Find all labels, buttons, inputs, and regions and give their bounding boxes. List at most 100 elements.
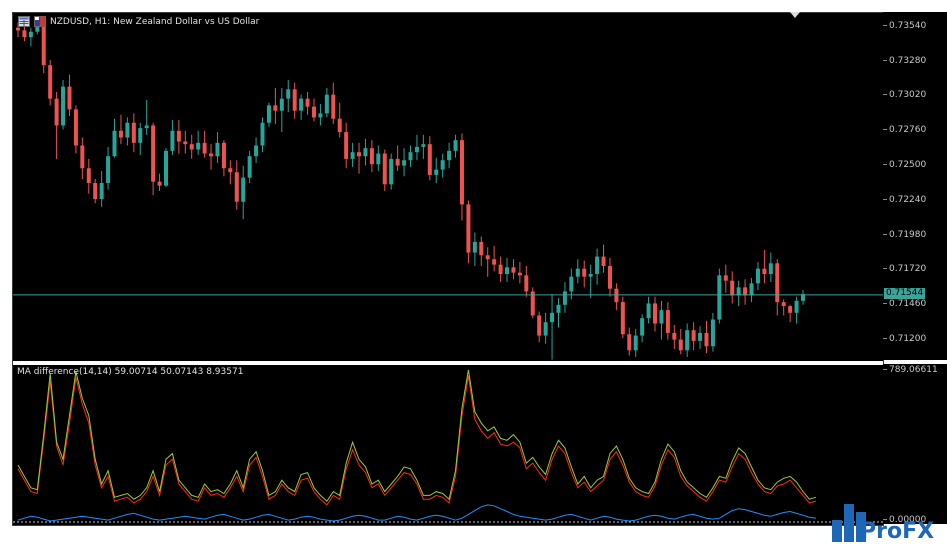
price-tick-label: 0.71460 xyxy=(883,299,926,309)
candle-body xyxy=(41,21,46,66)
candle xyxy=(395,145,400,171)
candle xyxy=(331,82,336,125)
candle-body xyxy=(730,280,735,296)
candle-body xyxy=(99,182,104,200)
candle-body xyxy=(678,339,683,351)
candle xyxy=(86,158,91,194)
chart-title: NZDUSD, H1: New Zealand Dollar vs US Dol… xyxy=(50,16,260,27)
candle-body xyxy=(215,142,220,157)
candle-body xyxy=(331,94,336,119)
candle xyxy=(369,140,374,173)
candle xyxy=(492,245,497,272)
chart-window[interactable] xyxy=(12,12,884,526)
one-click-trading-icon[interactable] xyxy=(18,16,30,27)
candle-body xyxy=(524,275,529,292)
candle xyxy=(144,100,149,135)
candle-body xyxy=(48,65,53,99)
candle-body xyxy=(67,86,72,110)
price-pane[interactable] xyxy=(13,13,883,361)
candle-body xyxy=(640,318,645,336)
candle-body xyxy=(228,168,233,173)
indicator-line-2 xyxy=(17,369,817,502)
candle xyxy=(67,74,72,117)
candle-body xyxy=(743,287,748,296)
candle-body xyxy=(614,288,619,303)
candle xyxy=(498,256,503,283)
candle-body xyxy=(163,150,168,186)
candle-body xyxy=(395,158,400,166)
candle xyxy=(775,259,780,316)
shift-marker-icon[interactable] xyxy=(790,12,800,18)
candle-body xyxy=(324,94,329,114)
indicator-label: MA difference(14,14) 59.00714 50.07143 8… xyxy=(17,367,244,377)
candle-body xyxy=(357,152,362,157)
candle xyxy=(273,87,278,125)
candle-body xyxy=(794,300,799,313)
candle xyxy=(659,300,664,340)
candle xyxy=(440,153,445,178)
candle-body xyxy=(247,156,252,178)
candle xyxy=(170,120,175,155)
price-tick-label: 0.73280 xyxy=(883,56,926,66)
candle-body xyxy=(717,275,722,320)
price-tick-label: 0.71720 xyxy=(883,264,926,274)
candle-body xyxy=(704,332,709,347)
candle xyxy=(157,173,162,192)
current-price-badge: 0.71544 xyxy=(884,287,926,299)
candle xyxy=(582,260,587,288)
candle xyxy=(234,160,239,210)
candle-body xyxy=(459,140,464,205)
candle xyxy=(575,259,580,284)
pane-divider[interactable] xyxy=(13,361,883,365)
candle xyxy=(640,314,645,343)
candle-body xyxy=(453,140,458,151)
candle-body xyxy=(466,204,471,253)
candle-body xyxy=(685,330,690,351)
flag-icon xyxy=(34,16,46,27)
candle xyxy=(781,299,786,316)
candle-body xyxy=(106,156,111,183)
candle-body xyxy=(344,132,349,159)
candle xyxy=(357,142,362,174)
candle xyxy=(286,79,291,113)
candle xyxy=(550,294,555,360)
candle xyxy=(479,236,484,266)
candle-body xyxy=(22,30,27,38)
candle xyxy=(382,149,387,192)
candle xyxy=(717,268,722,324)
candle xyxy=(402,148,407,177)
candle xyxy=(543,312,548,344)
candle xyxy=(215,132,220,163)
candle xyxy=(99,170,104,208)
candle-body xyxy=(601,256,606,266)
indicator-pane[interactable] xyxy=(13,365,883,525)
candle-body xyxy=(646,303,651,319)
candle xyxy=(588,264,593,299)
candle-body xyxy=(498,264,503,274)
candle xyxy=(106,146,111,190)
candle xyxy=(743,279,748,305)
candle xyxy=(112,118,117,158)
candle xyxy=(505,257,510,283)
candle-body xyxy=(318,113,323,118)
candle xyxy=(562,282,567,313)
candle xyxy=(125,117,130,146)
candle xyxy=(537,311,542,343)
candle xyxy=(788,304,793,323)
candlestick-chart[interactable] xyxy=(13,13,883,361)
candle xyxy=(376,145,381,171)
candle-body xyxy=(170,130,175,151)
candle-body xyxy=(595,256,600,274)
candle xyxy=(453,134,458,158)
candle-body xyxy=(517,272,522,276)
price-axis[interactable]: 0.73540 0.73280 0.73020 0.72760 0.72500 0.722… xyxy=(883,12,947,360)
candle-body xyxy=(118,130,123,138)
candle xyxy=(607,257,612,297)
indicator-line-1 xyxy=(17,375,817,506)
candle-body xyxy=(376,153,381,165)
indicator-axis[interactable]: 789.06611 0.00000 xyxy=(883,364,947,525)
candle xyxy=(254,137,259,163)
ma-difference-chart[interactable] xyxy=(13,365,883,525)
candle xyxy=(247,150,252,183)
price-tick-label: 0.72500 xyxy=(883,160,926,170)
